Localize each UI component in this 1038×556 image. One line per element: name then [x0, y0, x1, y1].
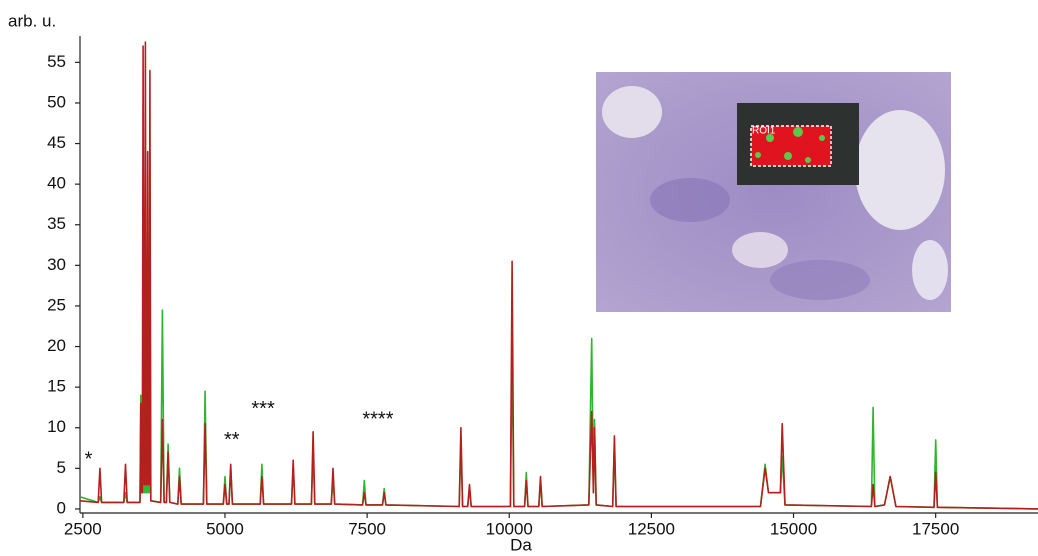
- x-tick-label: 10000: [486, 519, 533, 538]
- inset-label: ROI1: [752, 126, 776, 137]
- inset-image: ROI1: [596, 72, 951, 312]
- annotation: *: [85, 449, 93, 471]
- annotation: ***: [251, 398, 275, 420]
- x-axis-label: Da: [510, 535, 532, 554]
- y-tick-label: 15: [47, 377, 66, 396]
- y-tick-label: 55: [47, 52, 66, 71]
- y-tick-label: 0: [57, 498, 66, 517]
- x-tick-label: 5000: [206, 519, 244, 538]
- x-tick-label: 2500: [64, 519, 102, 538]
- x-tick-label: 17500: [912, 519, 959, 538]
- x-tick-label: 12500: [628, 519, 675, 538]
- y-tick-label: 50: [47, 92, 66, 111]
- y-tick-label: 5: [57, 458, 66, 477]
- y-axis-label: arb. u.: [8, 11, 56, 30]
- spectrum-line: [79, 41, 1038, 510]
- annotation: **: [224, 429, 240, 451]
- y-tick-label: 10: [47, 417, 66, 436]
- y-tick-label: 30: [47, 255, 66, 274]
- y-tick-label: 20: [47, 336, 66, 355]
- x-tick-label: 7500: [348, 519, 386, 538]
- annotation: ****: [362, 409, 393, 431]
- y-tick-label: 25: [47, 295, 66, 314]
- y-tick-label: 45: [47, 133, 66, 152]
- y-tick-label: 40: [47, 174, 66, 193]
- y-tick-label: 35: [47, 214, 66, 233]
- x-tick-label: 15000: [770, 519, 817, 538]
